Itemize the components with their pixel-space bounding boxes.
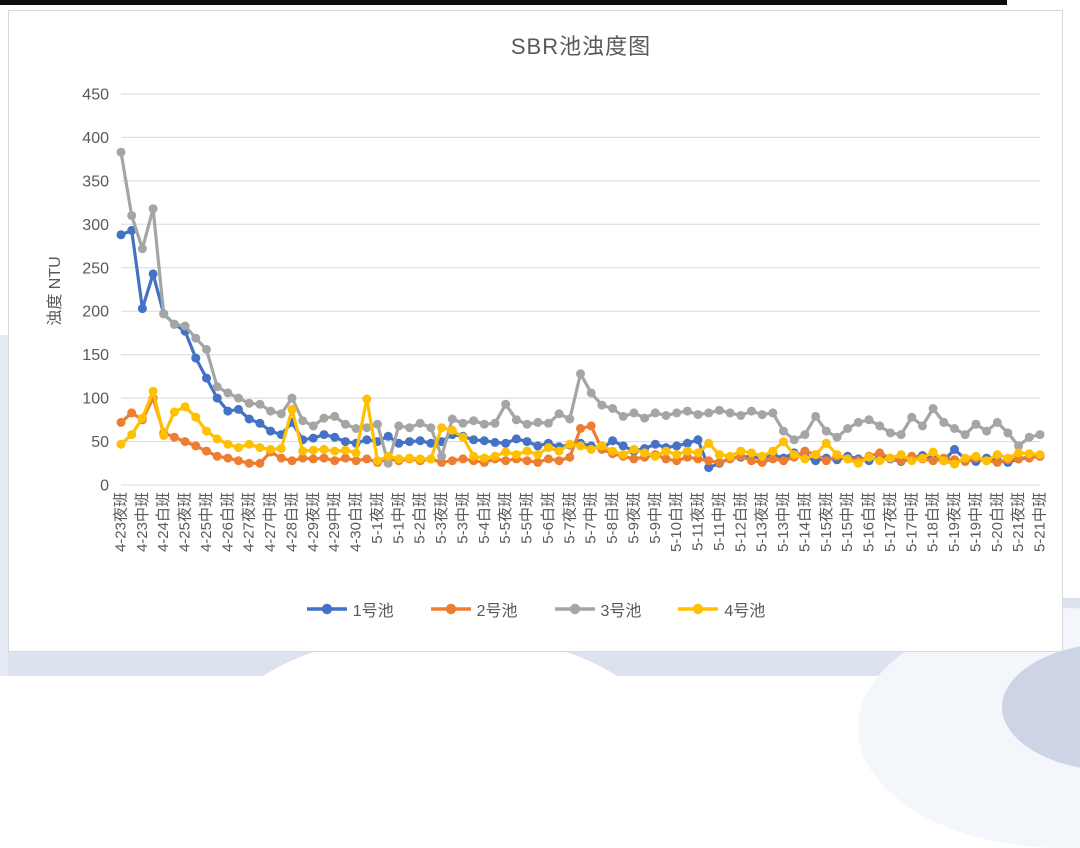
x-tick-label: 5-3夜班 (433, 492, 450, 544)
x-tick-label: 5-14白班 (796, 492, 813, 552)
chart-card: SBR池浊度图 浊度 NTU 0 50 100 150 200 250 300 350 400 4… (8, 10, 1063, 652)
x-tick-label: 5-1夜班 (369, 492, 386, 544)
x-tick-label: 5-13夜班 (754, 492, 771, 552)
x-tick-label: 4-30白班 (348, 492, 365, 552)
x-tick-label: 4-27中班 (262, 492, 279, 552)
x-tick-label: 5-13中班 (775, 492, 792, 552)
x-tick-label: 4-23中班 (134, 492, 151, 552)
legend-label: 1号池 (352, 603, 394, 620)
x-tick-label: 4-24白班 (155, 492, 172, 552)
y-tick-label: 450 (82, 87, 109, 104)
legend-item-4号池: 4号池 (677, 597, 765, 621)
x-tick-label: 5-17夜班 (882, 492, 899, 552)
x-tick-label: 5-5中班 (519, 492, 536, 544)
x-tick-label: 5-6白班 (540, 492, 557, 544)
x-tick-label: 4-23夜班 (113, 492, 130, 552)
series-line-3号池 (119, 150, 1042, 465)
legend-marker-icon (306, 603, 347, 615)
x-tick-label: 5-11夜班 (690, 492, 707, 551)
x-tick-label: 5-21中班 (1032, 492, 1049, 552)
y-tick-label: 350 (82, 173, 109, 190)
legend-label: 3号池 (600, 603, 642, 620)
x-tick-label: 4-28白班 (284, 492, 301, 552)
x-tick-label: 5-15夜班 (818, 492, 835, 552)
legend-label: 2号池 (476, 603, 518, 620)
x-tick-label: 4-27夜班 (241, 492, 258, 552)
legend-marker-icon (678, 603, 719, 615)
legend-item-3号池: 3号池 (554, 597, 642, 621)
x-tick-label: 5-17中班 (903, 492, 920, 552)
y-tick-label: 0 (100, 478, 109, 495)
y-tick-label: 250 (82, 260, 109, 277)
legend: 1号池 2号池 3号池 4号池 (9, 597, 1062, 621)
x-tick-label: 4-26白班 (219, 492, 236, 552)
x-tick-label: 5-8白班 (604, 492, 621, 544)
x-tick-label: 5-5夜班 (497, 492, 514, 544)
x-tick-label: 5-2白班 (412, 492, 429, 544)
x-tick-label: 4-29中班 (326, 492, 343, 552)
x-tick-label: 5-10白班 (668, 492, 685, 552)
y-tick-label: 50 (91, 434, 109, 451)
top-black-bar (0, 0, 1007, 5)
y-tick-label: 100 (82, 391, 109, 408)
x-tick-label: 5-19中班 (967, 492, 984, 552)
x-tick-label: 5-9夜班 (625, 492, 642, 544)
x-tick-label: 5-20白班 (989, 492, 1006, 552)
x-tick-label: 5-4白班 (476, 492, 493, 544)
x-tick-label: 4-29夜班 (305, 492, 322, 552)
y-tick-label: 200 (82, 304, 109, 321)
x-tick-label: 5-7夜班 (561, 492, 578, 544)
x-tick-label: 5-18白班 (925, 492, 942, 552)
x-tick-label: 5-9中班 (647, 492, 664, 544)
x-tick-label: 4-25夜班 (177, 492, 194, 552)
x-tick-label: 5-7中班 (583, 492, 600, 544)
x-tick-label: 4-25中班 (198, 492, 215, 552)
y-tick-label: 400 (82, 130, 109, 147)
x-tick-label: 5-21夜班 (1010, 492, 1027, 552)
x-tick-label: 5-12白班 (732, 492, 749, 552)
x-tick-label: 5-3中班 (455, 492, 472, 544)
background-left-wash (0, 335, 8, 676)
series-markers-4号池 (116, 386, 1045, 469)
x-tick-label: 5-19夜班 (946, 492, 963, 552)
x-tick-label: 5-11中班 (711, 492, 728, 551)
background-wave-shape (225, 633, 655, 833)
legend-item-2号池: 2号池 (430, 597, 518, 621)
chart-title: SBR池浊度图 (510, 34, 652, 59)
legend-item-1号池: 1号池 (306, 597, 394, 621)
series-markers-3号池 (116, 147, 1045, 468)
legend-label: 4号池 (724, 603, 766, 620)
y-tick-label: 150 (82, 347, 109, 364)
x-tick-label: 5-15中班 (839, 492, 856, 552)
legend-marker-icon (430, 603, 471, 615)
legend-marker-icon (554, 603, 595, 615)
x-tick-label: 5-16白班 (861, 492, 878, 552)
y-tick-label: 300 (82, 217, 109, 234)
x-tick-label: 5-1中班 (390, 492, 407, 544)
